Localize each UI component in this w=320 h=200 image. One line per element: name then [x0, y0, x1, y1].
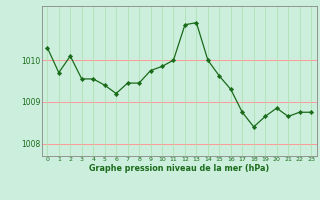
X-axis label: Graphe pression niveau de la mer (hPa): Graphe pression niveau de la mer (hPa): [89, 164, 269, 173]
